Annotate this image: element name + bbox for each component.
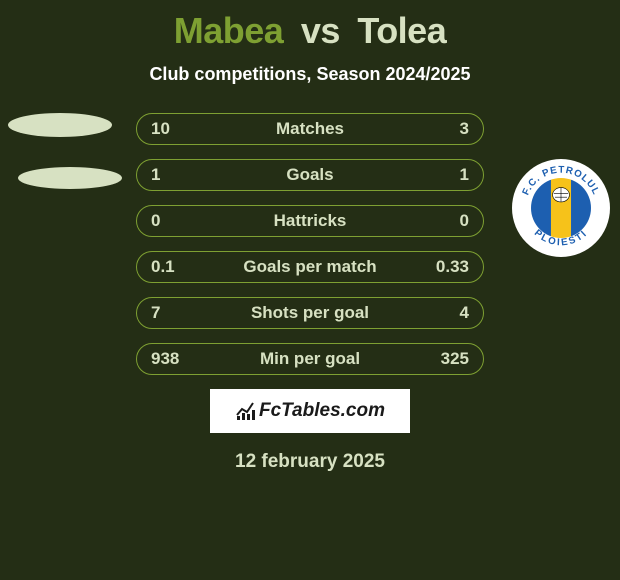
stat-value-right: 0.33 xyxy=(419,257,469,277)
stat-label: Min per goal xyxy=(201,349,419,369)
stat-value-left: 0.1 xyxy=(151,257,201,277)
player1-badge-1 xyxy=(8,113,112,137)
player1-badge-2 xyxy=(18,167,122,189)
ellipse-icon xyxy=(8,113,112,137)
vs-text: vs xyxy=(301,10,340,51)
stat-value-right: 0 xyxy=(419,211,469,231)
crest-ring: F.C. PETROLUL PLOIESTI xyxy=(512,159,610,257)
stat-value-right: 1 xyxy=(419,165,469,185)
comparison-card: Mabea vs Tolea Club competitions, Season… xyxy=(0,0,620,580)
svg-text:F.C. PETROLUL: F.C. PETROLUL xyxy=(521,165,602,197)
stat-row: 10Matches3 xyxy=(136,113,484,145)
stat-value-left: 938 xyxy=(151,349,201,369)
stat-value-left: 0 xyxy=(151,211,201,231)
player2-name: Tolea xyxy=(357,10,446,51)
stat-label: Goals per match xyxy=(201,257,419,277)
ellipse-icon xyxy=(18,167,122,189)
subtitle: Club competitions, Season 2024/2025 xyxy=(0,64,620,85)
date-text: 12 february 2025 xyxy=(0,451,620,473)
stat-value-right: 3 xyxy=(419,119,469,139)
fctables-badge: FcTables.com xyxy=(210,389,410,433)
stat-row: 1Goals1 xyxy=(136,159,484,191)
stat-row: 7Shots per goal4 xyxy=(136,297,484,329)
chart-icon xyxy=(235,401,257,421)
player2-crest: F.C. PETROLUL PLOIESTI xyxy=(512,159,610,257)
stat-label: Goals xyxy=(201,165,419,185)
stat-value-left: 1 xyxy=(151,165,201,185)
player1-name: Mabea xyxy=(174,10,284,51)
stats-area: F.C. PETROLUL PLOIESTI 10Matches31Goals1… xyxy=(0,113,620,375)
stat-value-left: 10 xyxy=(151,119,201,139)
stat-row: 0Hattricks0 xyxy=(136,205,484,237)
stat-value-right: 4 xyxy=(419,303,469,323)
stat-label: Matches xyxy=(201,119,419,139)
stat-value-right: 325 xyxy=(419,349,469,369)
stat-row: 938Min per goal325 xyxy=(136,343,484,375)
page-title: Mabea vs Tolea xyxy=(0,10,620,52)
stat-label: Shots per goal xyxy=(201,303,419,323)
crest-text-icon: F.C. PETROLUL PLOIESTI xyxy=(512,159,610,257)
stat-label: Hattricks xyxy=(201,211,419,231)
stat-row: 0.1Goals per match0.33 xyxy=(136,251,484,283)
stat-value-left: 7 xyxy=(151,303,201,323)
svg-text:PLOIESTI: PLOIESTI xyxy=(532,228,590,249)
fctables-label: FcTables.com xyxy=(259,400,385,422)
